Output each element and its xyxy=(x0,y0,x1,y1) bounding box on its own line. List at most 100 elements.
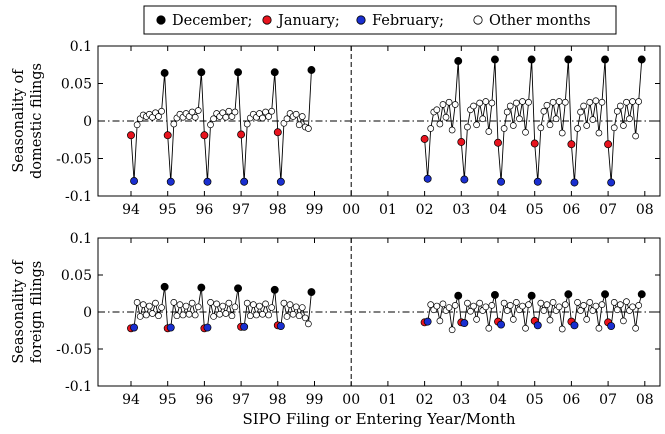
x-axis-label: SIPO Filing or Entering Year/Month xyxy=(242,410,515,428)
domestic-point-other-month xyxy=(509,122,517,129)
foreign-point-other-month xyxy=(598,301,606,308)
legend-label-january: January; xyxy=(276,13,340,29)
domestic-point-other-month xyxy=(231,108,239,116)
domestic-point-other-month xyxy=(610,124,618,132)
domestic-y-tick-label: 0.05 xyxy=(61,77,92,93)
domestic-point-other-month xyxy=(133,121,141,129)
foreign-point-other-month xyxy=(158,304,165,311)
domestic-x-tick-label: 95 xyxy=(159,202,177,218)
foreign-x-tick-label: 94 xyxy=(122,392,140,408)
domestic-point-january xyxy=(127,131,135,140)
domestic-point-february xyxy=(607,178,616,187)
domestic-x-tick-label: 97 xyxy=(232,202,250,218)
domestic-point-other-month xyxy=(586,98,594,106)
foreign-point-other-month xyxy=(283,313,291,320)
foreign-point-other-month xyxy=(616,301,624,308)
domestic-point-december xyxy=(637,55,646,64)
domestic-point-december xyxy=(307,66,316,74)
domestic-x-tick-label: 07 xyxy=(599,202,617,218)
foreign-point-other-month xyxy=(577,307,584,314)
domestic-y-axis-label-line2: domestic filings xyxy=(29,63,45,179)
foreign-point-february xyxy=(570,321,579,330)
domestic-point-other-month xyxy=(259,114,266,122)
domestic-point-other-month xyxy=(292,110,300,118)
foreign-point-other-month xyxy=(185,310,193,318)
foreign-point-other-month xyxy=(632,324,639,332)
domestic-point-february xyxy=(203,177,212,186)
legend: December; January; February; Other month… xyxy=(143,5,617,35)
foreign-point-other-month xyxy=(485,324,493,332)
foreign-x-tick-label: 05 xyxy=(526,392,544,408)
domestic-point-other-month xyxy=(283,115,291,123)
domestic-point-january xyxy=(494,138,502,147)
domestic-point-other-month xyxy=(595,129,603,137)
foreign-point-other-month xyxy=(445,304,453,311)
foreign-point-other-month xyxy=(555,303,563,311)
domestic-point-other-month xyxy=(210,115,217,123)
foreign-point-other-month xyxy=(558,325,566,333)
domestic-x-tick-label: 04 xyxy=(489,202,507,218)
foreign-point-february xyxy=(240,322,249,331)
foreign-x-tick-label: 99 xyxy=(306,392,324,408)
foreign-point-february xyxy=(130,323,139,332)
domestic-point-other-month xyxy=(256,110,263,117)
legend-label-other-months: Other months xyxy=(489,13,591,29)
foreign-x-ticks: 94 95 96 97 98 99 00 01 02 03 04 05 06 07 08 xyxy=(122,238,654,408)
domestic-point-other-month xyxy=(470,102,477,110)
foreign-filings-panel: Seasonality of foreign filings 0.1 0.05 0 -… xyxy=(11,231,661,408)
domestic-point-other-month xyxy=(207,121,214,129)
foreign-point-other-month xyxy=(512,299,520,306)
foreign-point-other-month xyxy=(292,303,300,311)
foreign-point-other-month xyxy=(482,303,490,311)
foreign-point-other-month xyxy=(436,317,444,325)
foreign-point-february xyxy=(497,320,506,329)
domestic-point-other-month xyxy=(158,107,165,115)
domestic-y-tick-label: -0.1 xyxy=(65,189,92,205)
domestic-point-other-month xyxy=(442,113,450,121)
foreign-point-other-month xyxy=(289,310,297,318)
domestic-point-other-month xyxy=(583,122,591,129)
foreign-x-tick-label: 04 xyxy=(489,392,507,408)
foreign-point-other-month xyxy=(439,300,447,308)
domestic-point-other-month xyxy=(555,98,563,105)
domestic-x-ticks: 94 95 96 97 98 99 00 01 02 03 04 05 06 07 08 xyxy=(122,46,654,218)
foreign-point-december xyxy=(527,291,536,300)
foreign-point-other-month xyxy=(219,302,227,310)
foreign-point-other-month xyxy=(149,310,156,317)
foreign-x-tick-label: 02 xyxy=(416,392,434,408)
foreign-point-other-month xyxy=(225,299,233,307)
legend-box xyxy=(143,5,617,35)
foreign-point-other-month xyxy=(473,316,480,323)
domestic-point-other-month xyxy=(537,124,545,132)
domestic-point-february xyxy=(497,177,506,186)
foreign-point-other-month xyxy=(433,302,441,310)
foreign-point-other-month xyxy=(176,301,184,308)
foreign-x-tick-label: 06 xyxy=(562,392,580,408)
foreign-point-other-month xyxy=(207,299,214,306)
domestic-point-other-month xyxy=(522,128,529,136)
domestic-y-tick-label: 0.1 xyxy=(70,39,92,55)
domestic-point-other-month xyxy=(427,125,435,132)
domestic-point-february xyxy=(533,177,542,186)
domestic-x-tick-label: 06 xyxy=(562,202,580,218)
domestic-point-february xyxy=(423,174,432,183)
domestic-x-tick-label: 98 xyxy=(269,202,287,218)
foreign-point-december xyxy=(270,285,279,294)
foreign-point-december xyxy=(160,282,169,291)
domestic-point-february xyxy=(570,178,579,187)
foreign-point-other-month xyxy=(592,302,600,310)
foreign-point-other-month xyxy=(613,306,621,314)
domestic-point-other-month xyxy=(519,98,526,105)
domestic-point-january xyxy=(273,128,282,137)
foreign-point-other-month xyxy=(574,299,581,306)
domestic-point-december xyxy=(234,68,242,77)
domestic-point-other-month xyxy=(635,98,643,105)
foreign-x-tick-label: 98 xyxy=(269,392,287,408)
domestic-point-other-month xyxy=(546,121,554,129)
domestic-point-other-month xyxy=(616,102,624,110)
foreign-point-other-month xyxy=(173,312,181,320)
foreign-x-tick-label: 08 xyxy=(636,392,654,408)
foreign-point-february xyxy=(203,323,212,332)
domestic-y-axis-label: Seasonality of domestic filings xyxy=(11,63,45,179)
foreign-y-ticks: 0.1 0.05 0 -0.05 -0.1 xyxy=(56,231,660,395)
